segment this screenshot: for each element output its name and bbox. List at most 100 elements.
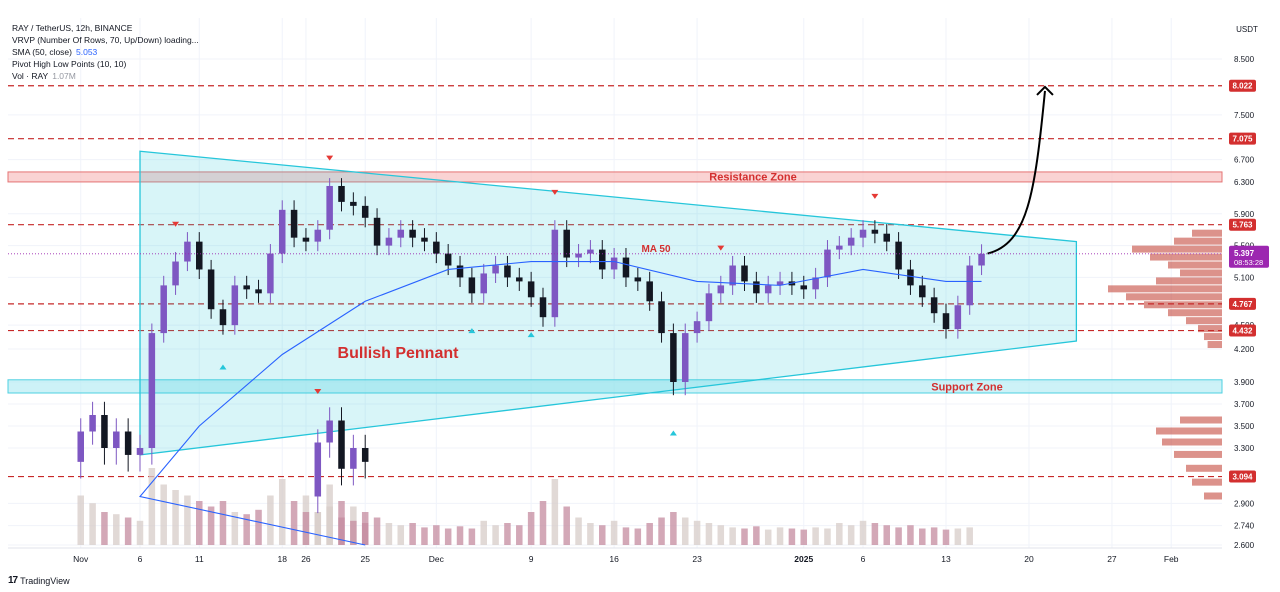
x-tick-label: 6 xyxy=(861,554,866,564)
x-tick-label: 9 xyxy=(529,554,534,564)
level-badge-label: 8.022 xyxy=(1232,82,1253,91)
candle-body xyxy=(338,420,345,469)
y-tick-label: 3.300 xyxy=(1234,444,1255,453)
candle-body xyxy=(124,431,132,455)
pivot-low-marker xyxy=(219,364,227,370)
level-badge xyxy=(1229,132,1256,145)
volume-bar xyxy=(290,501,298,545)
legend-symbol[interactable]: RAY / TetherUS, 12h, BINANCE xyxy=(12,23,133,33)
brand-text: TradingView xyxy=(20,575,70,586)
x-tick-label: 25 xyxy=(360,554,370,564)
volume-bar xyxy=(919,528,926,545)
volume-bar xyxy=(243,514,250,545)
volume-profile-bar xyxy=(1132,245,1222,253)
x-tick-label: 6 xyxy=(138,554,143,564)
volume-profile-bar xyxy=(1168,309,1222,317)
y-tick-label: 4.200 xyxy=(1234,345,1255,354)
volume-bar xyxy=(184,495,191,545)
level-badge-label: 4.432 xyxy=(1232,327,1253,336)
y-tick-label: 5.900 xyxy=(1234,210,1255,219)
candle-body xyxy=(871,229,879,234)
volume-bar xyxy=(883,525,890,545)
volume-profile-bar xyxy=(1186,317,1222,325)
candle-body xyxy=(444,253,452,266)
legend-sma-label: SMA (50, close) xyxy=(12,47,72,57)
candle-body xyxy=(516,277,523,282)
legend-vol[interactable]: Vol · RAY 1.07M xyxy=(12,70,199,82)
x-tick-label: 13 xyxy=(941,554,951,564)
candle-body xyxy=(361,205,369,218)
legend-pivot[interactable]: Pivot High Low Points (10, 10) xyxy=(12,59,127,69)
y-tick-label: 7.500 xyxy=(1234,111,1255,120)
annotations xyxy=(8,85,1222,255)
candle-body xyxy=(255,289,262,294)
legend-sma[interactable]: SMA (50, close) 5.053 xyxy=(12,46,199,58)
volume-profile-bar xyxy=(1192,478,1222,486)
level-badge xyxy=(1229,79,1256,92)
x-tick-label: 26 xyxy=(301,554,311,564)
volume-bar xyxy=(409,523,416,545)
volume-bar xyxy=(539,501,547,545)
volume-bar xyxy=(456,526,464,545)
volume-profile-bar xyxy=(1180,416,1222,424)
volume-bar xyxy=(610,520,618,545)
candle-body xyxy=(231,285,239,326)
candle-body xyxy=(717,285,725,294)
legend-sma-value: 5.053 xyxy=(76,47,98,57)
candle-body xyxy=(883,233,890,242)
level-badge xyxy=(1229,324,1256,337)
level-badge xyxy=(1229,470,1256,483)
volume-bar xyxy=(824,528,831,545)
volume-bar xyxy=(954,528,962,545)
tradingview-brand[interactable]: 17 TradingView xyxy=(8,575,70,586)
candle-body xyxy=(468,277,476,294)
volume-bar xyxy=(504,523,511,545)
volume-bar xyxy=(847,525,855,545)
volume-bar xyxy=(741,528,748,545)
y-tick-label: 2.600 xyxy=(1234,541,1255,550)
pennant-label: Bullish Pennant xyxy=(338,345,460,362)
candle-body xyxy=(634,277,642,282)
volume-profile-bar xyxy=(1207,341,1222,349)
volume-profile-bar xyxy=(1204,492,1222,500)
volume-bar xyxy=(776,527,784,545)
x-tick-label: 2025 xyxy=(794,554,813,564)
resistance-zone-label: Resistance Zone xyxy=(709,171,796,183)
resistance-zone xyxy=(7,171,1223,183)
volume-bar xyxy=(314,512,322,545)
candle-body xyxy=(681,333,689,382)
candle-body xyxy=(622,257,630,278)
candle-body xyxy=(610,257,618,270)
volume-bar xyxy=(397,525,405,545)
volume-bar xyxy=(634,528,642,545)
volume-bar xyxy=(563,506,570,545)
candle-body xyxy=(859,229,867,238)
candle-body xyxy=(326,185,333,230)
volume-bar xyxy=(326,506,333,545)
volume-bar xyxy=(907,525,914,545)
candle-body xyxy=(314,229,322,242)
zones: Resistance Zone Support Zone xyxy=(7,171,1223,394)
volume-bar xyxy=(527,512,535,545)
x-tick-label: Dec xyxy=(429,554,445,564)
volume-bar xyxy=(468,528,476,545)
volume-bar xyxy=(302,512,310,545)
candle-body xyxy=(575,253,582,258)
x-tick-label: 27 xyxy=(1107,554,1117,564)
volume-bar xyxy=(148,468,156,545)
candle-body xyxy=(350,448,357,469)
candle-body xyxy=(326,420,333,443)
candle-body xyxy=(978,253,985,266)
tradingview-logo-icon: 17 xyxy=(8,575,18,586)
sma-label: MA 50 xyxy=(641,244,671,255)
currency-label: USDT xyxy=(1236,25,1258,34)
candle-body xyxy=(930,297,938,314)
legend-vrvp[interactable]: VRVP (Number Of Rows, 70, Up/Down) loadi… xyxy=(12,35,199,45)
x-tick-label: 20 xyxy=(1024,554,1034,564)
candle-body xyxy=(504,265,511,278)
candle-body xyxy=(219,309,227,326)
candle-body xyxy=(847,237,855,246)
volume-bar xyxy=(421,527,428,545)
volume-bar xyxy=(444,528,452,545)
